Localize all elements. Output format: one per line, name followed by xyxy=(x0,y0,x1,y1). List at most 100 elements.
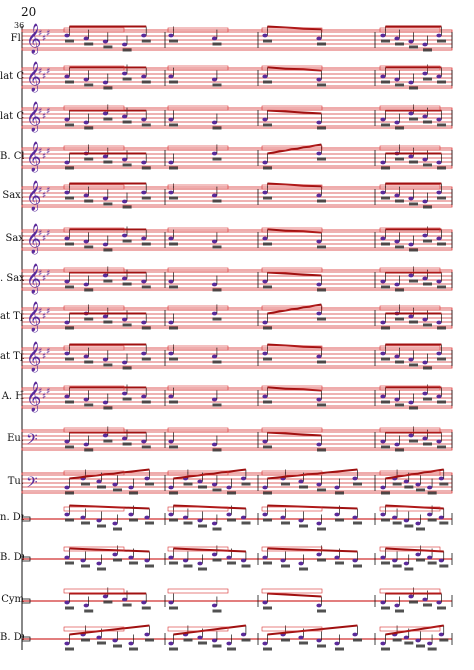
note-head xyxy=(83,354,89,359)
annotation-tag xyxy=(317,83,326,87)
note-head xyxy=(240,632,247,637)
annotation-tag xyxy=(427,647,437,651)
note-head xyxy=(64,555,70,560)
annotation-tag xyxy=(423,397,432,401)
annotation-tag xyxy=(183,521,193,525)
annotation-tag xyxy=(317,360,326,364)
annotation-tag xyxy=(404,485,414,489)
instrument-label: Fl. xyxy=(10,33,24,44)
note-head xyxy=(316,36,322,41)
annotation-tag xyxy=(81,482,90,486)
note-head xyxy=(380,485,386,490)
annotation-tag xyxy=(212,527,222,531)
annotation-tag xyxy=(395,199,404,203)
sharp-icon: ♯ xyxy=(42,191,46,201)
note-head xyxy=(394,354,400,359)
note-head xyxy=(102,357,108,362)
note-head xyxy=(211,77,218,82)
note-head xyxy=(408,433,414,438)
annotation-tag xyxy=(65,357,74,361)
annotation-tag xyxy=(437,39,446,43)
annotation-tag xyxy=(263,647,272,651)
beam xyxy=(267,271,322,277)
beam xyxy=(69,547,150,553)
annotation-tag xyxy=(141,242,151,246)
annotation-tag xyxy=(317,245,326,249)
note-head xyxy=(262,74,268,79)
annotation-tag xyxy=(439,521,449,525)
annotation-tag xyxy=(212,644,222,648)
annotation-tag xyxy=(212,288,222,292)
note-head xyxy=(122,317,128,322)
annotation-tag xyxy=(395,360,404,364)
annotation-box xyxy=(167,385,229,391)
annotation-tag xyxy=(381,491,390,495)
annotation-tag xyxy=(113,488,122,492)
annotation-tag xyxy=(263,80,272,84)
annotation-tag xyxy=(263,491,272,495)
note-head xyxy=(422,199,428,204)
sharp-icon: ♯ xyxy=(42,152,46,162)
note-head xyxy=(64,236,70,241)
annotation-tag xyxy=(437,285,446,289)
annotation-box xyxy=(261,626,323,632)
annotation-tag xyxy=(141,357,151,361)
annotation-box xyxy=(167,145,229,151)
annotation-tag xyxy=(122,397,132,401)
annotation-tag xyxy=(392,564,402,568)
note-head xyxy=(422,233,428,238)
annotation-tag xyxy=(141,196,151,200)
annotation-tag xyxy=(437,445,446,449)
annotation-tag xyxy=(103,439,113,443)
annotation-tag xyxy=(103,363,113,367)
annotation-tag xyxy=(122,48,132,52)
note-head xyxy=(112,552,118,557)
annotation-tag xyxy=(409,117,418,121)
annotation-box xyxy=(379,546,441,552)
annotation-tag xyxy=(353,638,362,642)
instrument-label: . Sax xyxy=(0,273,24,284)
sharp-icon: ♯ xyxy=(38,29,42,39)
annotation-tag xyxy=(317,403,326,407)
annotation-box xyxy=(379,27,441,33)
note-head xyxy=(262,236,268,241)
annotation-tag xyxy=(241,638,251,642)
note-head xyxy=(316,311,322,316)
annotation-tag xyxy=(65,196,74,200)
note-head xyxy=(211,552,218,557)
annotation-tag xyxy=(97,485,106,489)
annotation-tag xyxy=(227,561,236,565)
sharp-icon: ♯ xyxy=(42,392,46,402)
sharp-icon: ♯ xyxy=(46,186,50,196)
note-head xyxy=(394,36,400,41)
annotation-tag xyxy=(409,439,418,443)
annotation-tag xyxy=(409,160,418,164)
annotation-tag xyxy=(65,647,74,651)
annotation-box xyxy=(63,546,125,552)
treble-clef-icon: 𝄞 xyxy=(26,263,41,295)
annotation-tag xyxy=(212,42,222,46)
annotation-tag xyxy=(212,403,222,407)
annotation-tag xyxy=(395,609,404,613)
note-head xyxy=(141,394,147,399)
treble-clef-icon: 𝄞 xyxy=(26,141,41,173)
note-head xyxy=(422,276,428,281)
annotation-tag xyxy=(212,558,222,562)
note-head xyxy=(316,482,322,487)
annotation-box xyxy=(63,184,125,190)
note-head xyxy=(352,476,358,481)
note-head xyxy=(80,515,86,520)
annotation-tag xyxy=(381,326,390,330)
annotation-tag xyxy=(423,282,432,286)
sharp-icon: ♯ xyxy=(46,387,50,397)
note-head xyxy=(380,74,386,79)
note-head xyxy=(422,597,428,602)
note-head xyxy=(168,512,174,517)
note-head xyxy=(380,394,386,399)
note-head xyxy=(211,603,218,608)
note-head xyxy=(262,279,268,284)
treble-clef-icon: 𝄞 xyxy=(26,301,41,333)
treble-clef-icon: 𝄞 xyxy=(26,341,41,373)
note-head xyxy=(394,282,400,287)
annotation-box xyxy=(261,345,323,351)
